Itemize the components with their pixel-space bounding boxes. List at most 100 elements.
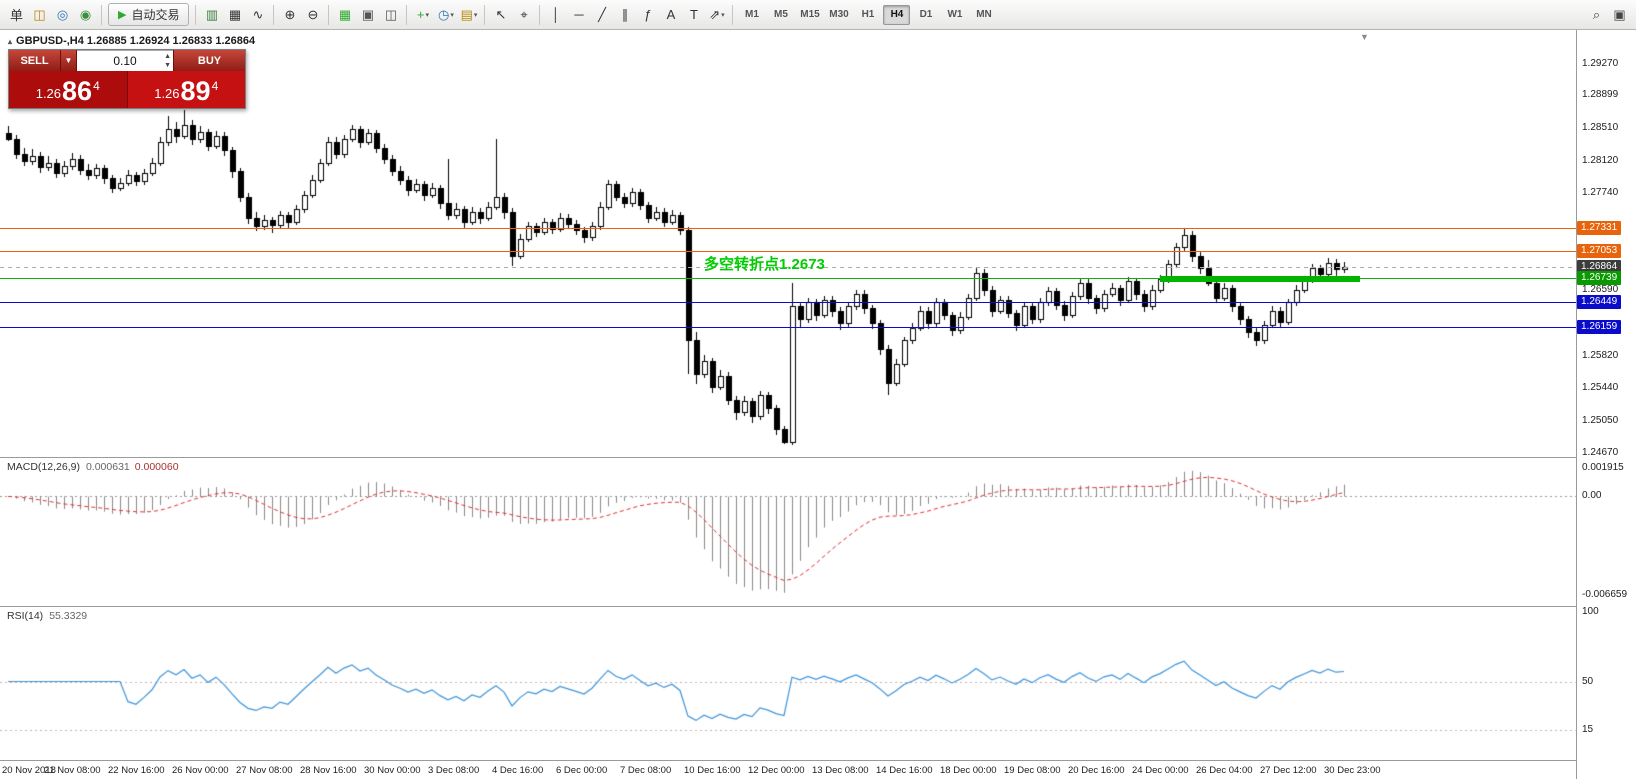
- horizontal-line-icon: ─: [574, 7, 584, 22]
- cursor-button[interactable]: ↖: [489, 3, 512, 27]
- horizontal-line-1.26739[interactable]: [0, 278, 1576, 279]
- support-trendline-segment[interactable]: [1160, 276, 1360, 282]
- timeframe-h1-button[interactable]: H1: [861, 9, 875, 20]
- arrange-windows-button[interactable]: ◫: [379, 3, 402, 27]
- pane-splitter[interactable]: [0, 457, 1636, 458]
- timeframe-m1-button[interactable]: M1: [745, 9, 759, 20]
- channel-button[interactable]: ∥: [613, 3, 636, 27]
- dropdown-caret-icon: ▾: [425, 11, 430, 19]
- macd-label: MACD(12,26,9) 0.000631 0.000060: [7, 461, 179, 473]
- candlestick-chart-button[interactable]: ▦: [223, 3, 246, 27]
- price-axis-label: 1.28899: [1582, 89, 1619, 100]
- toolbar-separator: [273, 4, 275, 25]
- zoom-in-icon: ⊕: [284, 6, 296, 22]
- macd-axis-label: -0.006659: [1582, 589, 1628, 600]
- window-list-button[interactable]: ▣: [1613, 6, 1626, 22]
- buy-price-tile[interactable]: 1.26 89 4: [127, 71, 245, 108]
- fibonacci-button[interactable]: ƒ: [636, 3, 659, 27]
- time-axis-label: 4 Dec 16:00: [492, 765, 544, 776]
- timeframe-w1-button[interactable]: W1: [947, 9, 963, 20]
- auto-trading-button[interactable]: ▶ 自动交易: [108, 3, 190, 26]
- sell-dropdown-icon[interactable]: ▼: [61, 50, 77, 71]
- lot-stepper[interactable]: ▲ ▼: [164, 53, 171, 69]
- time-axis-label: 22 Nov 16:00: [108, 765, 165, 776]
- timeframe-d1-button[interactable]: D1: [919, 9, 933, 20]
- text-label-button[interactable]: T: [682, 3, 705, 27]
- new-chart-button[interactable]: + ▾: [411, 3, 434, 27]
- price-badge-1.27331: 1.27331: [1577, 221, 1622, 235]
- price-axis[interactable]: 1.29270 1.28899 1.28510 1.28120 1.27740 1.265…: [1576, 30, 1636, 779]
- tile-windows-button[interactable]: ▦: [333, 3, 356, 27]
- chart-text-annotation[interactable]: 多空转折点1.2673: [704, 256, 825, 273]
- help-icon: ◉: [79, 6, 92, 22]
- horizontal-line-button[interactable]: ─: [567, 3, 590, 27]
- buy-price-prefix: 1.26: [154, 86, 180, 101]
- arrange-windows-icon: ◫: [384, 6, 398, 22]
- channel-icon: ∥: [621, 6, 629, 22]
- main-toolbar: 单 ◫ ◎ ◉ ▶ 自动交易 ▥ ▦ ∿ ⊕ ⊖ ▦ ▣ ◫ + ▾ ◷ ▾ ▤ ▾ ↖ ⌖ │ ─ ╱ ∥ ƒ A T ⇗ ▾ M1 M5 M1…: [0, 0, 1636, 30]
- horizontal-line-1.27331[interactable]: [0, 228, 1576, 229]
- time-axis-label: 7 Dec 08:00: [620, 765, 672, 776]
- one-click-trade-panel: SELL ▼ 0.10 ▲ ▼ BUY 1.26 86 4 1.26 89 4: [8, 49, 246, 109]
- dropdown-caret-icon: ▾: [721, 11, 725, 19]
- search-button[interactable]: ⌕: [1592, 6, 1601, 22]
- vertical-line-icon: │: [551, 7, 561, 22]
- profiles-button[interactable]: ◎: [51, 3, 74, 27]
- buy-price-big: 89: [180, 76, 211, 106]
- help-button[interactable]: ◉: [74, 3, 97, 27]
- horizontal-line-1.26159[interactable]: [0, 327, 1576, 328]
- horizontal-line-1.27053[interactable]: [0, 251, 1576, 252]
- horizontal-line-1.26449[interactable]: [0, 302, 1576, 303]
- new-chart-icon: +: [416, 7, 425, 22]
- macd-indicator-pane[interactable]: MACD(12,26,9) 0.000631 0.000060: [0, 458, 1576, 606]
- cascade-windows-button[interactable]: ▣: [356, 3, 379, 27]
- timeframe-m15-button[interactable]: M15: [800, 9, 820, 20]
- zoom-in-button[interactable]: ⊕: [278, 3, 301, 27]
- period-button[interactable]: ◷ ▾: [434, 3, 457, 27]
- rsi-indicator-pane[interactable]: RSI(14) 55.3329: [0, 607, 1576, 760]
- sell-price-big: 86: [62, 76, 93, 106]
- price-chart-pane[interactable]: ▴ GBPUSD-,H4 1.26885 1.26924 1.26833 1.2…: [0, 30, 1576, 457]
- timeframe-mn-button[interactable]: MN: [976, 9, 992, 20]
- time-axis-label: 27 Nov 08:00: [236, 765, 293, 776]
- text-button[interactable]: A: [659, 3, 682, 27]
- sell-button[interactable]: SELL: [9, 50, 61, 71]
- vertical-line-button[interactable]: │: [544, 3, 567, 27]
- template-button[interactable]: ▤ ▾: [457, 3, 480, 27]
- template-icon: ▤: [460, 6, 473, 22]
- price-badge-1.27053: 1.27053: [1577, 244, 1622, 258]
- pane-splitter[interactable]: [0, 606, 1636, 607]
- charts-button[interactable]: ◫: [28, 3, 51, 27]
- chart-shift-marker-icon[interactable]: ▼: [1360, 32, 1369, 42]
- line-chart-icon: ∿: [252, 6, 264, 22]
- symbol-marker-icon: ▴: [8, 36, 13, 46]
- sell-price-tile[interactable]: 1.26 86 4: [9, 71, 128, 108]
- time-axis-label: 19 Dec 08:00: [1004, 765, 1061, 776]
- trendline-button[interactable]: ╱: [590, 3, 613, 27]
- time-axis-label: 30 Dec 23:00: [1324, 765, 1381, 776]
- price-badge-1.26449: 1.26449: [1577, 295, 1622, 309]
- zoom-out-button[interactable]: ⊖: [301, 3, 324, 27]
- shapes-button[interactable]: ⇗ ▾: [705, 3, 728, 27]
- line-chart-button[interactable]: ∿: [246, 3, 269, 27]
- time-axis-label: 3 Dec 08:00: [428, 765, 480, 776]
- candlestick-canvas[interactable]: [0, 30, 1576, 457]
- period-icon: ◷: [438, 6, 450, 22]
- text-icon: A: [666, 7, 676, 22]
- new-order-button[interactable]: 单: [5, 3, 28, 27]
- rsi-canvas: [0, 607, 1576, 760]
- shapes-icon: ⇗: [709, 6, 721, 22]
- pane-splitter[interactable]: [0, 760, 1636, 761]
- timeframe-h4-button[interactable]: H4: [883, 4, 911, 25]
- bar-chart-button[interactable]: ▥: [200, 3, 223, 27]
- time-axis-label: 14 Dec 16:00: [876, 765, 933, 776]
- cascade-windows-icon: ▣: [361, 6, 375, 22]
- crosshair-button[interactable]: ⌖: [512, 3, 535, 27]
- time-axis-label: 21 Nov 08:00: [44, 765, 101, 776]
- timeframe-m30-button[interactable]: M30: [829, 9, 849, 20]
- buy-button[interactable]: BUY: [173, 50, 245, 71]
- lot-size-input[interactable]: 0.10 ▲ ▼: [77, 50, 173, 71]
- time-axis[interactable]: 20 Nov 2018 21 Nov 08:00 22 Nov 16:00 26 No…: [0, 761, 1576, 779]
- horizontal-line-1.26864[interactable]: [0, 267, 1576, 268]
- timeframe-m5-button[interactable]: M5: [774, 9, 788, 20]
